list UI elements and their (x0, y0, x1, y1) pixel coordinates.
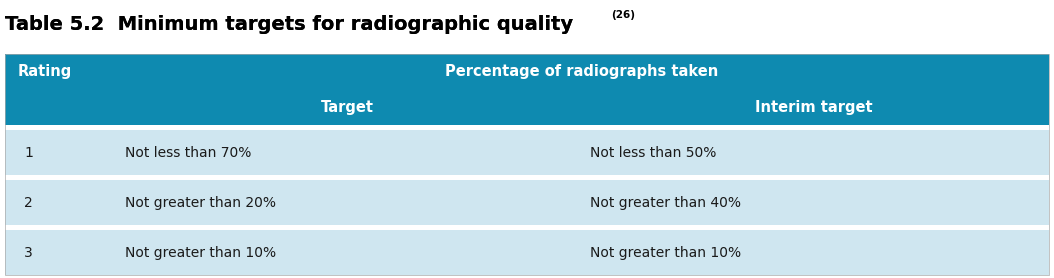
Bar (5, 130, 1049, 175)
Text: Table 5.2  Minimum targets for radiographic quality: Table 5.2 Minimum targets for radiograph… (5, 15, 573, 34)
Text: Interim target: Interim target (755, 100, 873, 115)
Text: Target: Target (320, 100, 373, 115)
Bar (5, 90, 1049, 125)
Text: Table 5.2  Minimum targets for radiographic quality: Table 5.2 Minimum targets for radiograph… (5, 15, 573, 34)
Text: 3: 3 (24, 246, 33, 260)
Bar (5, 54, 1049, 90)
Text: 1: 1 (24, 146, 33, 160)
Text: Not greater than 20%: Not greater than 20% (125, 196, 276, 210)
Text: Not greater than 40%: Not greater than 40% (590, 196, 741, 210)
Text: 2: 2 (24, 196, 33, 210)
Text: (26): (26) (611, 9, 636, 19)
Bar (5, 180, 1049, 225)
Bar (5, 225, 1049, 230)
Text: Rating: Rating (18, 64, 72, 80)
Bar (5, 125, 1049, 130)
Bar (5, 54, 1049, 275)
Text: Percentage of radiographs taken: Percentage of radiographs taken (445, 64, 719, 80)
Text: Not less than 50%: Not less than 50% (590, 146, 716, 160)
Text: Not less than 70%: Not less than 70% (125, 146, 252, 160)
Text: Not greater than 10%: Not greater than 10% (590, 246, 741, 260)
Bar (5, 175, 1049, 180)
Text: Not greater than 10%: Not greater than 10% (125, 246, 276, 260)
Bar (5, 230, 1049, 275)
